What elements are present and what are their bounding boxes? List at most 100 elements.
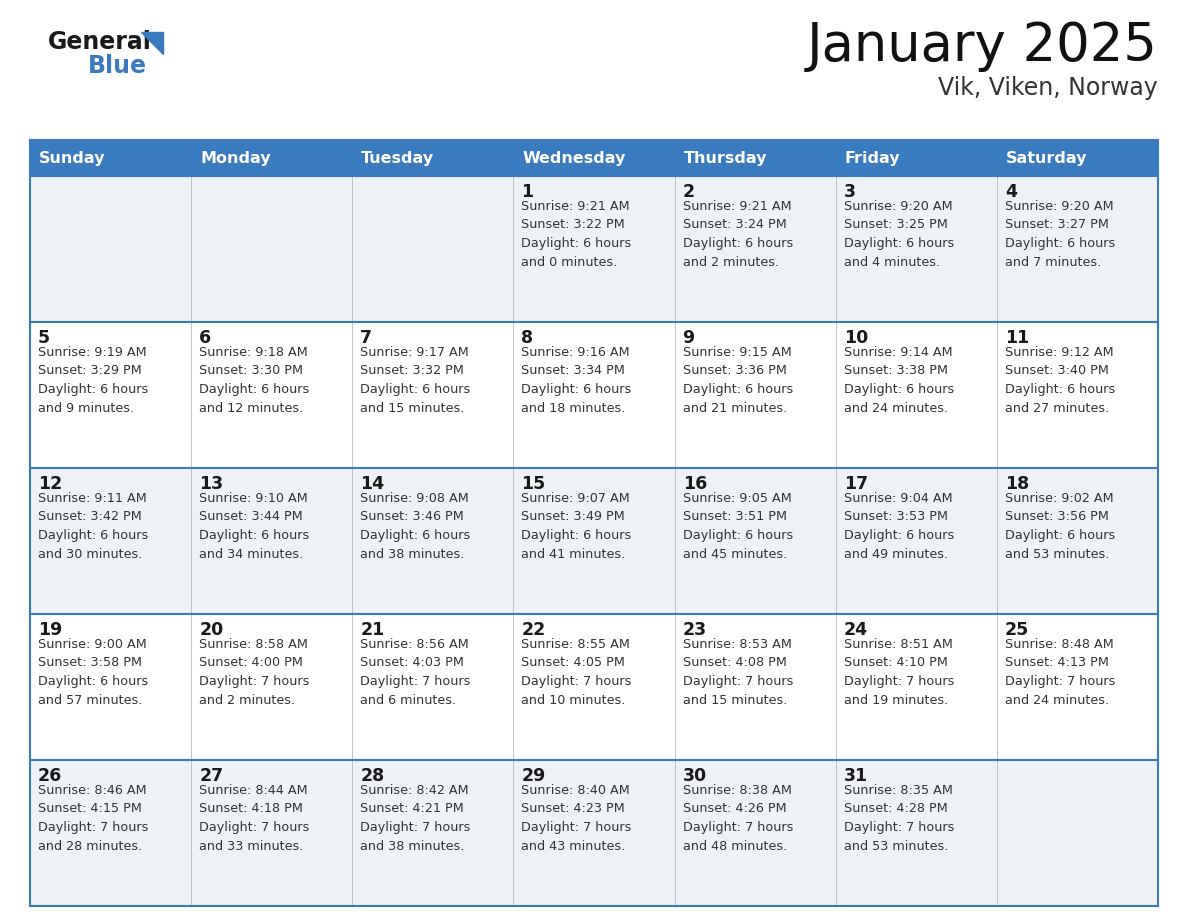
Text: Monday: Monday — [200, 151, 271, 165]
Bar — [997, 140, 1158, 176]
Text: Sunrise: 9:02 AM
Sunset: 3:56 PM
Daylight: 6 hours
and 53 minutes.: Sunrise: 9:02 AM Sunset: 3:56 PM Dayligh… — [1005, 492, 1116, 561]
Text: Sunrise: 8:40 AM
Sunset: 4:23 PM
Daylight: 7 hours
and 43 minutes.: Sunrise: 8:40 AM Sunset: 4:23 PM Dayligh… — [522, 784, 632, 853]
Text: 11: 11 — [1005, 329, 1029, 347]
Bar — [997, 468, 1158, 614]
Bar — [835, 614, 997, 760]
Bar — [353, 468, 513, 614]
Bar — [30, 614, 191, 760]
Text: Sunrise: 9:21 AM
Sunset: 3:24 PM
Daylight: 6 hours
and 2 minutes.: Sunrise: 9:21 AM Sunset: 3:24 PM Dayligh… — [683, 200, 792, 268]
Text: 20: 20 — [200, 621, 223, 639]
Text: 23: 23 — [683, 621, 707, 639]
Text: 8: 8 — [522, 329, 533, 347]
Bar — [30, 468, 191, 614]
Text: Sunrise: 9:21 AM
Sunset: 3:22 PM
Daylight: 6 hours
and 0 minutes.: Sunrise: 9:21 AM Sunset: 3:22 PM Dayligh… — [522, 200, 632, 268]
Text: Sunrise: 9:10 AM
Sunset: 3:44 PM
Daylight: 6 hours
and 34 minutes.: Sunrise: 9:10 AM Sunset: 3:44 PM Dayligh… — [200, 492, 309, 561]
Text: 7: 7 — [360, 329, 372, 347]
Text: 10: 10 — [843, 329, 868, 347]
Text: Sunrise: 9:20 AM
Sunset: 3:25 PM
Daylight: 6 hours
and 4 minutes.: Sunrise: 9:20 AM Sunset: 3:25 PM Dayligh… — [843, 200, 954, 268]
Text: 22: 22 — [522, 621, 545, 639]
Text: 27: 27 — [200, 767, 223, 785]
Text: 2: 2 — [683, 183, 695, 201]
Polygon shape — [141, 32, 163, 54]
Bar — [191, 176, 353, 322]
Text: 16: 16 — [683, 475, 707, 493]
Text: 9: 9 — [683, 329, 695, 347]
Text: 17: 17 — [843, 475, 868, 493]
Bar — [997, 176, 1158, 322]
Bar — [191, 322, 353, 468]
Bar — [353, 140, 513, 176]
Bar — [675, 760, 835, 906]
Text: Sunrise: 9:15 AM
Sunset: 3:36 PM
Daylight: 6 hours
and 21 minutes.: Sunrise: 9:15 AM Sunset: 3:36 PM Dayligh… — [683, 346, 792, 415]
Text: Sunrise: 8:48 AM
Sunset: 4:13 PM
Daylight: 7 hours
and 24 minutes.: Sunrise: 8:48 AM Sunset: 4:13 PM Dayligh… — [1005, 638, 1116, 707]
Text: 15: 15 — [522, 475, 545, 493]
Text: Sunrise: 8:38 AM
Sunset: 4:26 PM
Daylight: 7 hours
and 48 minutes.: Sunrise: 8:38 AM Sunset: 4:26 PM Dayligh… — [683, 784, 792, 853]
Text: Sunrise: 9:18 AM
Sunset: 3:30 PM
Daylight: 6 hours
and 12 minutes.: Sunrise: 9:18 AM Sunset: 3:30 PM Dayligh… — [200, 346, 309, 415]
Bar — [835, 176, 997, 322]
Text: 24: 24 — [843, 621, 868, 639]
Text: Tuesday: Tuesday — [361, 151, 435, 165]
Bar — [675, 322, 835, 468]
Bar — [353, 760, 513, 906]
Text: Sunrise: 9:04 AM
Sunset: 3:53 PM
Daylight: 6 hours
and 49 minutes.: Sunrise: 9:04 AM Sunset: 3:53 PM Dayligh… — [843, 492, 954, 561]
Text: 31: 31 — [843, 767, 868, 785]
Text: Saturday: Saturday — [1006, 151, 1087, 165]
Text: Friday: Friday — [845, 151, 901, 165]
Text: Wednesday: Wednesday — [523, 151, 626, 165]
Text: Sunrise: 9:00 AM
Sunset: 3:58 PM
Daylight: 6 hours
and 57 minutes.: Sunrise: 9:00 AM Sunset: 3:58 PM Dayligh… — [38, 638, 148, 707]
Text: Sunrise: 9:20 AM
Sunset: 3:27 PM
Daylight: 6 hours
and 7 minutes.: Sunrise: 9:20 AM Sunset: 3:27 PM Dayligh… — [1005, 200, 1116, 268]
Bar — [675, 468, 835, 614]
Text: Sunrise: 9:05 AM
Sunset: 3:51 PM
Daylight: 6 hours
and 45 minutes.: Sunrise: 9:05 AM Sunset: 3:51 PM Dayligh… — [683, 492, 792, 561]
Bar — [30, 322, 191, 468]
Text: Sunrise: 8:53 AM
Sunset: 4:08 PM
Daylight: 7 hours
and 15 minutes.: Sunrise: 8:53 AM Sunset: 4:08 PM Dayligh… — [683, 638, 792, 707]
Text: 1: 1 — [522, 183, 533, 201]
Bar — [191, 468, 353, 614]
Text: 13: 13 — [200, 475, 223, 493]
Text: 3: 3 — [843, 183, 855, 201]
Text: Sunrise: 9:12 AM
Sunset: 3:40 PM
Daylight: 6 hours
and 27 minutes.: Sunrise: 9:12 AM Sunset: 3:40 PM Dayligh… — [1005, 346, 1116, 415]
Text: Sunrise: 9:11 AM
Sunset: 3:42 PM
Daylight: 6 hours
and 30 minutes.: Sunrise: 9:11 AM Sunset: 3:42 PM Dayligh… — [38, 492, 148, 561]
Text: 14: 14 — [360, 475, 385, 493]
Text: Sunrise: 9:16 AM
Sunset: 3:34 PM
Daylight: 6 hours
and 18 minutes.: Sunrise: 9:16 AM Sunset: 3:34 PM Dayligh… — [522, 346, 632, 415]
Bar — [835, 140, 997, 176]
Text: Sunrise: 8:46 AM
Sunset: 4:15 PM
Daylight: 7 hours
and 28 minutes.: Sunrise: 8:46 AM Sunset: 4:15 PM Dayligh… — [38, 784, 148, 853]
Text: Sunrise: 8:51 AM
Sunset: 4:10 PM
Daylight: 7 hours
and 19 minutes.: Sunrise: 8:51 AM Sunset: 4:10 PM Dayligh… — [843, 638, 954, 707]
Bar — [353, 176, 513, 322]
Text: 25: 25 — [1005, 621, 1029, 639]
Text: Sunday: Sunday — [39, 151, 106, 165]
Text: General: General — [48, 30, 152, 54]
Bar — [513, 140, 675, 176]
Bar — [835, 760, 997, 906]
Bar — [513, 176, 675, 322]
Bar — [30, 760, 191, 906]
Text: Vik, Viken, Norway: Vik, Viken, Norway — [939, 76, 1158, 100]
Text: 21: 21 — [360, 621, 385, 639]
Text: 26: 26 — [38, 767, 62, 785]
Text: Sunrise: 8:56 AM
Sunset: 4:03 PM
Daylight: 7 hours
and 6 minutes.: Sunrise: 8:56 AM Sunset: 4:03 PM Dayligh… — [360, 638, 470, 707]
Bar — [675, 176, 835, 322]
Text: Thursday: Thursday — [683, 151, 767, 165]
Bar — [191, 760, 353, 906]
Bar — [353, 322, 513, 468]
Bar — [191, 140, 353, 176]
Text: 19: 19 — [38, 621, 62, 639]
Text: 28: 28 — [360, 767, 385, 785]
Text: Sunrise: 8:55 AM
Sunset: 4:05 PM
Daylight: 7 hours
and 10 minutes.: Sunrise: 8:55 AM Sunset: 4:05 PM Dayligh… — [522, 638, 632, 707]
Bar — [675, 140, 835, 176]
Bar — [835, 322, 997, 468]
Text: 5: 5 — [38, 329, 50, 347]
Text: Sunrise: 9:07 AM
Sunset: 3:49 PM
Daylight: 6 hours
and 41 minutes.: Sunrise: 9:07 AM Sunset: 3:49 PM Dayligh… — [522, 492, 632, 561]
Bar — [675, 614, 835, 760]
Text: January 2025: January 2025 — [807, 20, 1158, 72]
Bar — [30, 176, 191, 322]
Text: Sunrise: 9:19 AM
Sunset: 3:29 PM
Daylight: 6 hours
and 9 minutes.: Sunrise: 9:19 AM Sunset: 3:29 PM Dayligh… — [38, 346, 148, 415]
Text: Sunrise: 8:58 AM
Sunset: 4:00 PM
Daylight: 7 hours
and 2 minutes.: Sunrise: 8:58 AM Sunset: 4:00 PM Dayligh… — [200, 638, 310, 707]
Bar — [513, 468, 675, 614]
Bar — [513, 322, 675, 468]
Bar — [513, 760, 675, 906]
Text: 18: 18 — [1005, 475, 1029, 493]
Text: 30: 30 — [683, 767, 707, 785]
Bar — [191, 614, 353, 760]
Bar — [835, 468, 997, 614]
Text: 12: 12 — [38, 475, 62, 493]
